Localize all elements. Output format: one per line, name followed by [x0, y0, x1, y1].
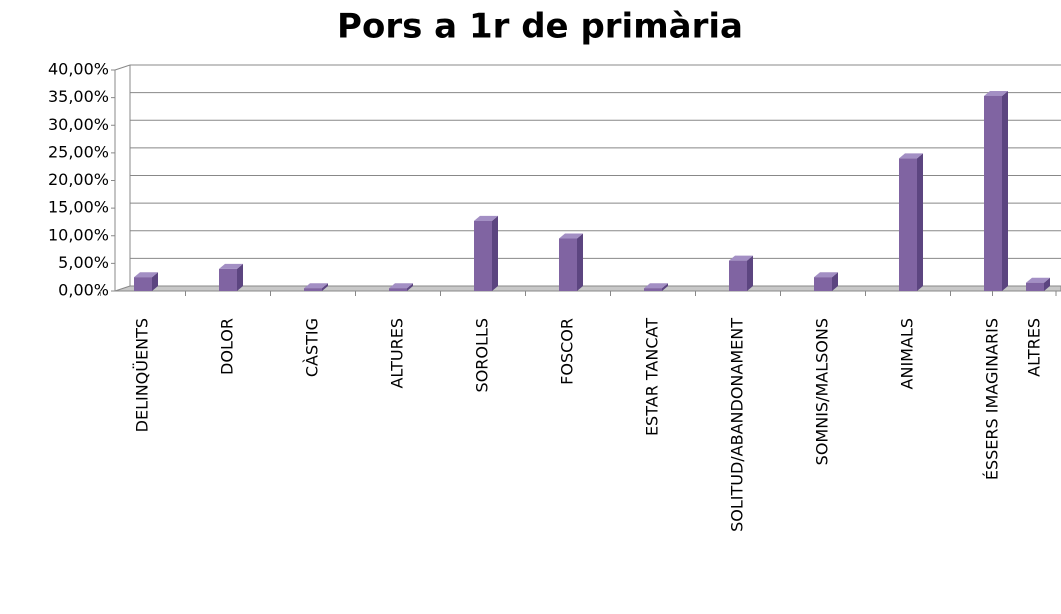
- bar-face: [559, 238, 577, 291]
- bar-face: [644, 288, 662, 291]
- bar-face: [747, 255, 753, 291]
- bar-face: [729, 255, 753, 261]
- bar: [644, 283, 668, 291]
- bar-face: [644, 283, 668, 289]
- x-tick-label: ÉSSERS IMAGINARIS: [983, 318, 1002, 480]
- x-tick-label: ANIMALS: [898, 318, 917, 389]
- bar-face: [1026, 282, 1044, 291]
- y-tick-label: 15,00%: [48, 198, 109, 217]
- x-tick-label: SOROLLS: [473, 318, 492, 392]
- bar-face: [899, 153, 923, 159]
- bar: [304, 283, 328, 291]
- bar: [474, 215, 498, 291]
- bar-face: [899, 158, 917, 291]
- bar-face: [984, 95, 1002, 291]
- chart-title: Pors a 1r de primària: [337, 7, 743, 47]
- x-tick-label: FOSCOR: [558, 318, 577, 385]
- x-tick-label: DOLOR: [218, 318, 237, 375]
- bar: [559, 233, 583, 291]
- bar-face: [814, 272, 838, 278]
- x-tick-label: SOLITUD/ABANDONAMENT: [728, 318, 747, 532]
- x-tick-label: ALTRES: [1025, 318, 1044, 377]
- bar-face: [219, 268, 237, 291]
- x-tick-label: ESTAR TANCAT: [643, 318, 662, 436]
- bar-face: [152, 272, 158, 291]
- y-tick-label: 20,00%: [48, 170, 109, 189]
- x-tick-label: CÀSTIG: [303, 318, 322, 377]
- bar: [814, 272, 838, 291]
- bar-face: [917, 153, 923, 291]
- bar-face: [1026, 277, 1050, 283]
- y-tick-label: 5,00%: [58, 253, 109, 272]
- bar-face: [134, 277, 152, 291]
- bar-face: [492, 215, 498, 291]
- bar-face: [219, 263, 243, 269]
- y-axis-link: [114, 64, 131, 71]
- x-tick-label: DELINQÜENTS: [133, 318, 152, 432]
- bar-face: [729, 260, 747, 291]
- bar-face: [389, 288, 407, 291]
- bar-face: [814, 277, 832, 291]
- bar-face: [1002, 90, 1008, 291]
- y-tick-label: 30,00%: [48, 115, 109, 134]
- bar: [984, 90, 1008, 291]
- bar-face: [237, 263, 243, 291]
- bar-face: [559, 233, 583, 239]
- bar-face: [662, 283, 668, 291]
- x-tick-label: SOMNIS/MALSONS: [813, 318, 832, 465]
- bar-face: [134, 272, 158, 278]
- bar-face: [304, 283, 328, 289]
- bar-face: [984, 90, 1008, 96]
- x-tick-label: ALTURES: [388, 318, 407, 389]
- bar-face: [832, 272, 838, 291]
- bar: [1026, 277, 1050, 291]
- bar-face: [577, 233, 583, 291]
- bar-face: [304, 288, 322, 291]
- y-tick-label: 25,00%: [48, 142, 109, 161]
- bar-face: [322, 283, 328, 291]
- bar: [219, 263, 243, 291]
- y-tick-label: 10,00%: [48, 225, 109, 244]
- bar-face: [389, 283, 413, 289]
- bar: [899, 153, 923, 291]
- bar-face: [474, 215, 498, 221]
- bar-face: [407, 283, 413, 291]
- bar: [134, 272, 158, 291]
- bar: [389, 283, 413, 291]
- y-tick-label: 0,00%: [58, 281, 109, 300]
- bar-face: [474, 220, 492, 291]
- bar-face: [1044, 277, 1050, 291]
- bar: [729, 255, 753, 291]
- y-tick-label: 40,00%: [48, 60, 109, 79]
- y-tick-label: 35,00%: [48, 87, 109, 106]
